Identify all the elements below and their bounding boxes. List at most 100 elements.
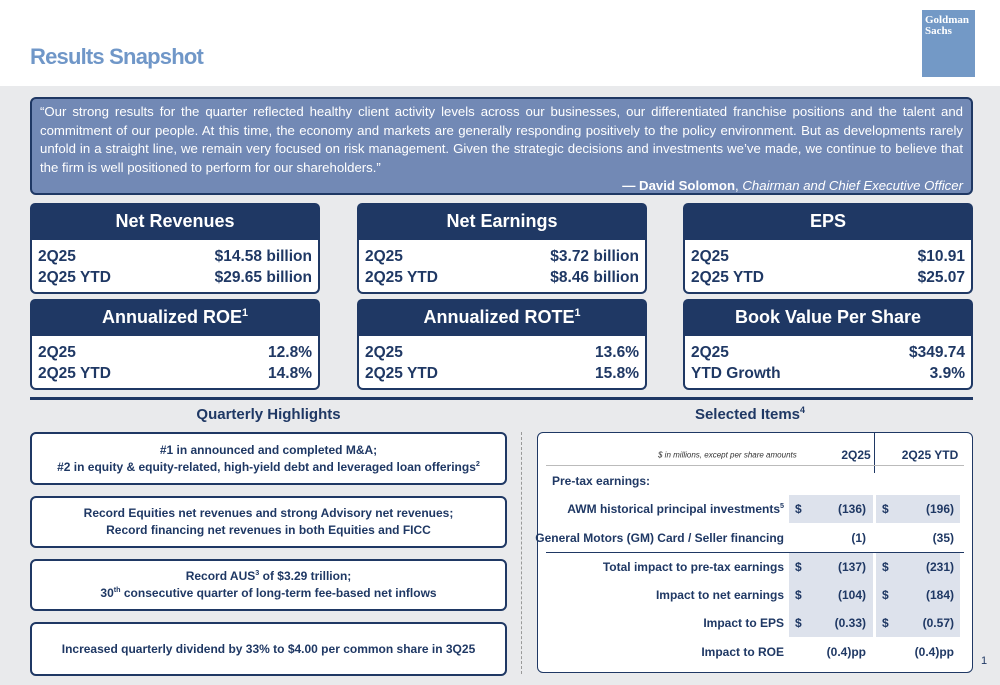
metric-card: EPS 2Q25 $10.91 2Q25 YTD $25.07 — [683, 203, 973, 294]
logo-text: Goldman — [925, 14, 970, 26]
section-title: Selected Items4 — [537, 405, 963, 424]
currency: $ — [882, 560, 889, 574]
quote-box: “Our strong results for the quarter refl… — [30, 97, 973, 195]
rule — [546, 465, 964, 466]
cell-shade — [789, 581, 873, 609]
metric-row: 2Q25 13.6% — [365, 342, 639, 363]
cell-value: (196) — [925, 502, 954, 516]
highlight-text: #1 in announced and completed M&A; — [159, 442, 378, 457]
highlight-text: 30 — [100, 586, 114, 600]
cell-value: (0.4)pp — [914, 645, 954, 659]
vertical-divider — [521, 432, 522, 674]
metric-row: 2Q25 $14.58 billion — [38, 246, 312, 267]
metric-card: Book Value Per Share 2Q25 $349.74 YTD Growt… — [683, 299, 973, 390]
row-label-text: Impact to ROE — [701, 645, 784, 659]
highlight-line: Record financing net revenues in both Eq… — [32, 522, 505, 539]
metric-label: 2Q25 — [38, 248, 76, 265]
row-label: AWM historical principal investments5 — [567, 502, 784, 516]
separator: , — [735, 178, 739, 193]
card-header: Net Revenues — [30, 203, 320, 240]
cell-value: (136) — [837, 502, 866, 516]
metric-row: 2Q25 YTD 15.8% — [365, 363, 639, 384]
footnote-ref: 5 — [780, 501, 784, 510]
card-body: 2Q25 $3.72 billion 2Q25 YTD $8.46 billion — [357, 240, 647, 294]
header-divider — [874, 433, 875, 473]
cell-value: (137) — [837, 560, 866, 574]
footnote-ref: 1 — [574, 307, 581, 319]
highlight-text: consecutive quarter of long-term fee-bas… — [120, 586, 437, 600]
cell-value: (0.4)pp — [826, 645, 866, 659]
metric-value: $349.74 — [908, 344, 965, 361]
row-label: General Motors (GM) Card / Seller financ… — [535, 531, 784, 545]
metric-label: 2Q25 YTD — [38, 365, 111, 382]
superscript: 2 — [475, 458, 480, 468]
highlight-box: Record AUS3 of $3.29 trillion; 30th conse… — [30, 559, 507, 611]
metric-value: $10.91 — [917, 248, 965, 265]
highlight-box: Record Equities net revenues and strong … — [30, 496, 507, 548]
metric-label: 2Q25 YTD — [365, 269, 438, 286]
metric-value: 12.8% — [268, 344, 312, 361]
card-header: Net Earnings — [357, 203, 647, 240]
column-header: 2Q25 YTD — [901, 448, 959, 462]
metric-card: Net Earnings 2Q25 $3.72 billion 2Q25 YTD $8.… — [357, 203, 647, 294]
header-band — [0, 0, 1000, 86]
card-body: 2Q25 13.6% 2Q25 YTD 15.8% — [357, 336, 647, 390]
metric-row: 2Q25 YTD $25.07 — [691, 267, 965, 288]
section-title: Quarterly Highlights — [196, 406, 341, 423]
metric-label: 2Q25 YTD — [365, 365, 438, 382]
row-label: Impact to ROE — [701, 645, 784, 659]
page-title: Results Snapshot — [30, 44, 204, 69]
highlight-box: Increased quarterly dividend by 33% to $… — [30, 622, 507, 676]
card-title: Annualized ROTE — [423, 307, 575, 327]
highlight-line: #2 in equity & equity-related, high-yiel… — [32, 459, 505, 476]
highlight-text: Record Equities net revenues and strong … — [83, 506, 454, 520]
metric-label: 2Q25 — [691, 248, 729, 265]
table-note: $ in millions, except per share amounts — [658, 450, 797, 460]
metric-row: YTD Growth 3.9% — [691, 363, 965, 384]
cell-value: (0.57) — [922, 616, 954, 630]
cell-shade — [789, 495, 873, 523]
logo: Goldman Sachs — [922, 10, 975, 77]
footnote-ref: 4 — [800, 405, 806, 415]
highlight-line: Record AUS3 of $3.29 trillion; — [32, 568, 505, 585]
currency: $ — [882, 588, 889, 602]
metric-value: 13.6% — [595, 344, 639, 361]
cell-shade — [789, 553, 873, 581]
footnote-ref: 1 — [242, 307, 249, 319]
currency: $ — [882, 616, 889, 630]
highlight-text: Increased quarterly dividend by 33% to $… — [61, 641, 476, 656]
cell-value: (35) — [932, 531, 954, 545]
currency: $ — [795, 502, 802, 516]
row-label-text: Impact to net earnings — [655, 588, 784, 602]
metric-value: $25.07 — [917, 269, 965, 286]
card-title: EPS — [809, 211, 847, 231]
currency: $ — [795, 560, 802, 574]
quote-text: “Our strong results for the quarter refl… — [40, 104, 963, 175]
highlight-text: Record financing net revenues in both Eq… — [106, 523, 431, 537]
card-body: 2Q25 $349.74 YTD Growth 3.9% — [683, 336, 973, 390]
author-name: — David Solomon — [622, 178, 736, 193]
metric-value: $3.72 billion — [550, 248, 639, 265]
cell-shade — [789, 609, 873, 637]
metric-row: 2Q25 $3.72 billion — [365, 246, 639, 267]
highlight-line: #1 in announced and completed M&A; — [32, 442, 505, 459]
cell-value: (231) — [925, 560, 954, 574]
card-header: EPS — [683, 203, 973, 240]
card-title: Net Earnings — [446, 211, 558, 231]
row-label: Impact to EPS — [703, 616, 784, 630]
metric-card: Annualized ROTE1 2Q25 13.6% 2Q25 YTD 15.8% — [357, 299, 647, 390]
metric-label: YTD Growth — [691, 365, 781, 382]
card-body: 2Q25 $10.91 2Q25 YTD $25.07 — [683, 240, 973, 294]
card-header: Annualized ROE1 — [30, 299, 320, 336]
rule — [546, 552, 964, 553]
cell-shade — [876, 495, 960, 523]
row-label: Total impact to pre-tax earnings — [603, 560, 784, 574]
row-label-text: Impact to EPS — [703, 616, 784, 630]
column-header: 2Q25 — [841, 448, 871, 462]
highlight-text: Record AUS — [185, 569, 256, 583]
highlight-box: #1 in announced and completed M&A; #2 in … — [30, 432, 507, 485]
metric-row: 2Q25 $349.74 — [691, 342, 965, 363]
metric-value: 15.8% — [595, 365, 639, 382]
metric-value: $29.65 billion — [214, 269, 312, 286]
cell-value: (0.33) — [834, 616, 866, 630]
